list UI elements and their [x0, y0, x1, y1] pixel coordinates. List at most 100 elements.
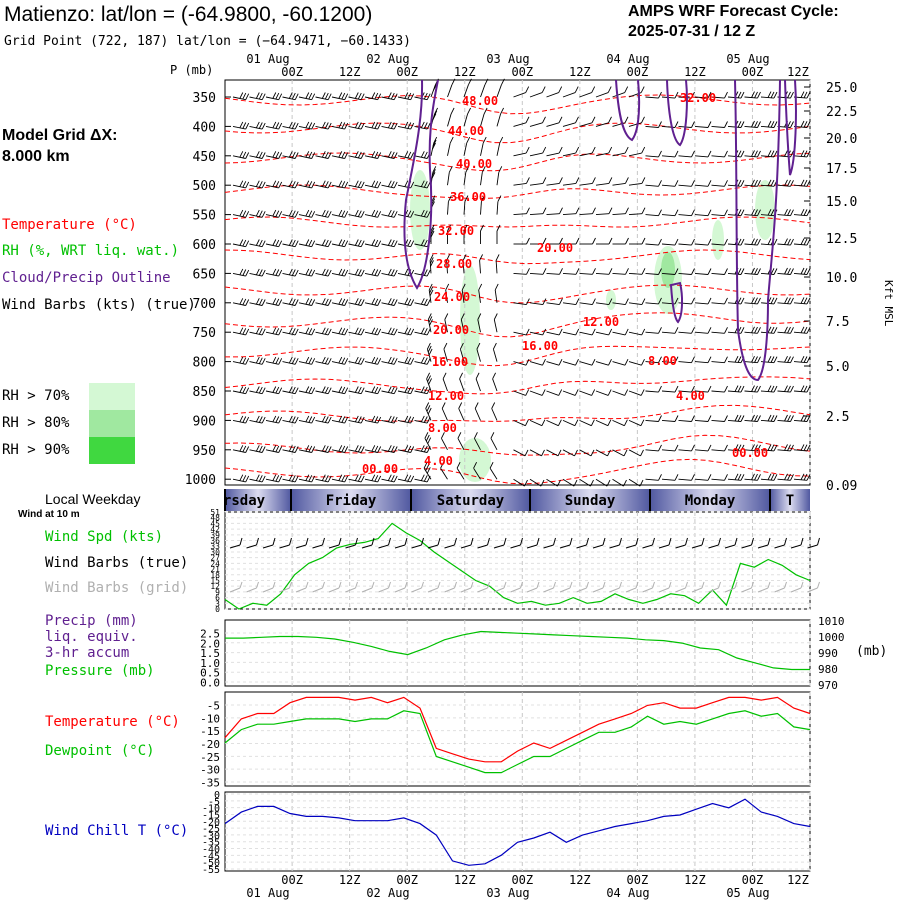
- wind-barb: [463, 143, 468, 156]
- wind-barb: [562, 122, 576, 127]
- height-tick-label: 7.5: [826, 315, 849, 330]
- wind-barb-flag: [305, 92, 310, 99]
- wind-barb-flag: [541, 389, 546, 396]
- wind-barb-flag: [291, 445, 296, 453]
- wind-barb-flag: [311, 328, 316, 336]
- wind-barb: [479, 260, 481, 274]
- wind-barb-flag: [407, 151, 412, 159]
- wind-barb-flag: [255, 268, 260, 276]
- wind-barb: [445, 289, 448, 303]
- wind-barb-flag: [787, 415, 791, 422]
- wind-barb-flag: [341, 151, 346, 159]
- pressure-ticks: 3504004505005506006507007508008509009501…: [185, 91, 231, 488]
- wind-barb-flag: [608, 268, 613, 275]
- wind-barb-flag: [255, 239, 260, 246]
- wind-barb-flag: [757, 297, 761, 305]
- wind-barb-flag: [410, 358, 415, 365]
- wind-barb-flag: [278, 475, 283, 483]
- wind-barb-flag: [800, 414, 805, 422]
- wind-barb: [282, 155, 296, 159]
- top-time-label: 00Z: [742, 65, 764, 79]
- wind-barb-flag: [773, 474, 778, 481]
- wind-barb: [397, 272, 411, 277]
- wind-barb: [645, 478, 659, 481]
- wind-barb: [711, 155, 725, 158]
- precip-tick-label: 1.0: [200, 657, 220, 670]
- wind-barb-flag: [806, 297, 811, 305]
- cross-section-panel: 48.0044.0040.0036.0032.0028.0024.0020.00…: [224, 78, 811, 487]
- grid-wind-barb-flag: [503, 581, 507, 589]
- wind-barb-flag: [272, 268, 277, 276]
- wind-tick-label: 0: [215, 605, 220, 614]
- wind-barb: [414, 390, 428, 395]
- wind-barb-flag: [390, 181, 395, 188]
- grid-wind-barb-flag: [668, 581, 672, 589]
- wind-barb-flag: [740, 385, 745, 393]
- wind-barb: [645, 419, 659, 422]
- wind-barb-flag: [737, 385, 742, 393]
- wind-barb-flag: [443, 342, 448, 350]
- panel-frame: [224, 511, 811, 610]
- wind-barb: [282, 478, 296, 483]
- wind-barb-flag: [740, 444, 745, 452]
- wind-barb-flag: [387, 474, 392, 481]
- wind-barb-flag: [327, 181, 332, 189]
- wind-barb-flag: [360, 416, 365, 424]
- wind-barb-flag: [767, 444, 772, 451]
- wind-barb-flag: [475, 372, 480, 380]
- wind-barb: [661, 243, 676, 246]
- grid-wind-barb: [609, 587, 620, 593]
- wind-barb-flag: [707, 474, 712, 481]
- wind-barb: [249, 449, 263, 453]
- wind-barb-flag: [404, 180, 409, 187]
- wind-barb-flag: [524, 449, 529, 457]
- surface-wind-barb-flag: [553, 537, 556, 546]
- wind-barb: [298, 331, 312, 336]
- height-tick-label: 22.5: [826, 105, 857, 120]
- wind-barb: [298, 419, 312, 424]
- wind-barb-flag: [476, 342, 481, 350]
- wind-barb: [315, 390, 329, 395]
- wind-barb: [777, 361, 791, 364]
- wind-barb-flag: [410, 211, 415, 218]
- surface-wind-barb-flag: [536, 537, 540, 546]
- wind-barb-flag: [341, 416, 346, 423]
- wind-barb-flag: [429, 254, 434, 261]
- wind-barb-flag: [430, 230, 435, 238]
- wind-barb-flag: [311, 299, 316, 306]
- wind-barb-flag: [354, 209, 359, 217]
- wind-barb-flag: [623, 419, 628, 426]
- wind-barb-flag: [377, 328, 382, 336]
- wind-barb: [562, 152, 576, 157]
- wind-barb-flag: [787, 91, 791, 99]
- wind-barb: [628, 390, 642, 396]
- wind-barb-flag: [288, 268, 293, 276]
- pressure-tick-label: 800: [193, 356, 216, 371]
- wind-barb-flag: [427, 437, 432, 444]
- wind-barb-flag: [275, 328, 280, 335]
- wind-barb: [232, 272, 246, 277]
- wind-barb-flag: [420, 474, 425, 481]
- wind-barb-flag: [324, 151, 329, 159]
- wind-barb: [232, 302, 246, 306]
- wind-barb: [232, 214, 246, 218]
- wind-barb-flag: [558, 177, 563, 184]
- wind-barb-flag: [423, 210, 428, 217]
- grid-wind-barb-flag: [289, 581, 292, 589]
- surface-wind-barb: [658, 544, 670, 549]
- wind-barb-flag: [357, 181, 362, 188]
- height-tick-label: 0.09: [826, 479, 857, 494]
- chill-tick-label: -55: [202, 865, 220, 876]
- pressure-right-tick-label: 1010: [818, 615, 845, 628]
- wind-barb-flag: [327, 446, 332, 453]
- grid-wind-barb-flag: [817, 581, 820, 589]
- wind-barb: [727, 361, 742, 364]
- wind-barb: [744, 243, 758, 246]
- contour-label: 00.00: [362, 462, 398, 476]
- surface-wind-barb: [411, 544, 422, 549]
- surface-wind-barb-flag: [421, 537, 424, 546]
- wind-barb-flag: [387, 268, 392, 276]
- wind-barb: [595, 152, 609, 157]
- wind-barb: [595, 478, 608, 487]
- grid-wind-barb-flag: [520, 581, 523, 589]
